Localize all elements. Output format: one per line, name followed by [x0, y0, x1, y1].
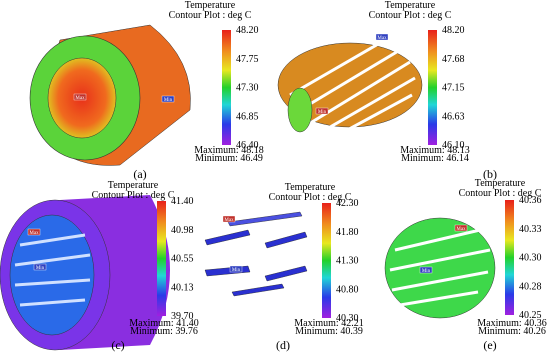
panel-label: (e): [483, 338, 496, 352]
scale-label: 47.15: [442, 83, 465, 94]
magnets-d: [204, 211, 308, 297]
scale-label: 40.25: [519, 310, 542, 321]
scale-label: 40.30: [336, 313, 359, 324]
maximum: Maximum: 41.40: [129, 318, 198, 329]
scale-label: 40.80: [336, 284, 359, 295]
panel-label: (b): [483, 167, 497, 181]
marker-box: [222, 215, 236, 223]
marker-box: [229, 265, 243, 273]
scale-label: 41.30: [336, 256, 359, 267]
marker-box: [419, 266, 433, 274]
legend-subtitle: Contour Plot : deg C: [92, 190, 175, 201]
colorbar: [428, 30, 437, 145]
scale-label: 46.85: [236, 111, 259, 122]
marker-label: Min: [36, 266, 45, 271]
scale-label: 46.40: [236, 140, 259, 151]
housing-c: [0, 195, 170, 351]
colorbar: [322, 203, 331, 318]
marker-label: Max: [224, 218, 234, 223]
legend-title: Temperature: [285, 182, 336, 193]
minimum: Minimum: 46.49: [195, 153, 263, 164]
minimum: Minimum: 46.14: [401, 153, 469, 164]
colorbar: [505, 200, 514, 315]
legend-subtitle: Contour Plot : deg C: [459, 188, 542, 199]
scale-label: 40.13: [171, 282, 194, 293]
legend-title: Temperature: [108, 180, 159, 191]
scale-label: 41.40: [171, 196, 194, 207]
scale-label: 41.80: [336, 227, 359, 238]
marker-label: Min: [318, 110, 327, 115]
marker-box: [454, 224, 468, 232]
legend-subtitle: Contour Plot : deg C: [269, 192, 352, 203]
rotor-e: [384, 217, 496, 319]
scale-label: 48.20: [236, 25, 259, 36]
marker-box: [375, 33, 389, 41]
scale-label: 40.28: [519, 281, 542, 292]
maximum: Maximum: 40.36: [477, 318, 546, 329]
scale-label: 40.55: [171, 254, 194, 265]
marker-box: [33, 263, 47, 271]
minimum: Minimum: 40.26: [478, 326, 546, 337]
maximum: Maximum: 48.18: [194, 145, 263, 156]
maximum: Maximum: 42.21: [294, 318, 363, 329]
marker-label: Min: [232, 268, 241, 273]
maximum: Maximum: 48.13: [400, 145, 469, 156]
marker-label: Max: [75, 96, 85, 101]
marker-label: Min: [164, 98, 173, 103]
legend-subtitle: Contour Plot : deg C: [169, 10, 252, 21]
colorbar: [157, 201, 166, 316]
scale-label: 47.30: [236, 83, 259, 94]
scale-label: 47.68: [442, 54, 465, 65]
panel-label: (d): [276, 338, 290, 352]
marker-label: Min: [422, 269, 431, 274]
rotor-b: [277, 38, 423, 136]
minimum: Minimum: 39.76: [130, 326, 198, 337]
scale-label: 39.70: [171, 311, 194, 322]
legend-title: Temperature: [475, 178, 526, 189]
legend-subtitle: Contour Plot : deg C: [369, 10, 452, 21]
motor-a: [29, 24, 191, 166]
colorbar: [222, 30, 231, 145]
scale-label: 47.75: [236, 54, 259, 65]
scale-label: 40.33: [519, 224, 542, 235]
legend-title: Temperature: [185, 0, 236, 11]
legend-title: Temperature: [385, 0, 436, 11]
marker-box: [73, 93, 87, 101]
scale-label: 40.30: [519, 253, 542, 264]
scale-label: 48.20: [442, 25, 465, 36]
marker-box: [27, 228, 41, 236]
panel-label: (c): [111, 338, 124, 352]
scale-label: 42.30: [336, 198, 359, 209]
marker-label: Max: [456, 227, 466, 232]
scale-label: 46.10: [442, 140, 465, 151]
scale-label: 40.98: [171, 225, 194, 236]
panel-label: (a): [133, 167, 146, 181]
marker-label: Max: [29, 231, 39, 236]
minimum: Minimum: 40.39: [295, 326, 363, 337]
marker-box: [315, 107, 329, 115]
scale-label: 40.36: [519, 195, 542, 206]
marker-box: [161, 95, 175, 103]
marker-label: Max: [377, 36, 387, 41]
scale-label: 46.63: [442, 111, 465, 122]
